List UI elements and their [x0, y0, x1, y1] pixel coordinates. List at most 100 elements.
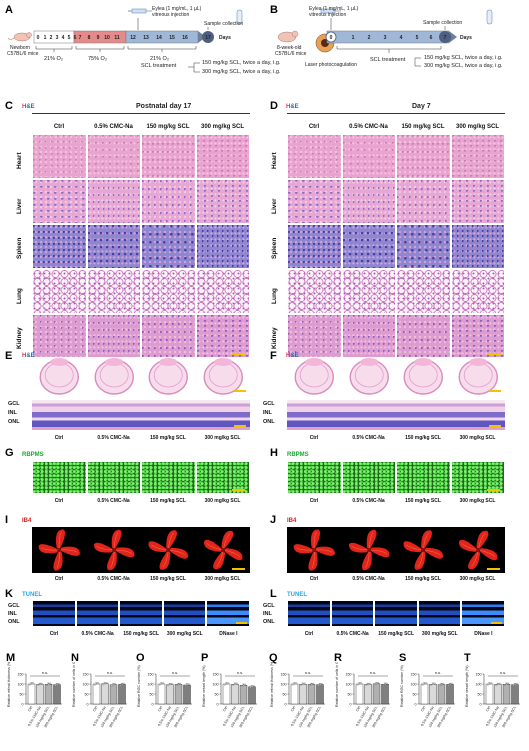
o2-label-a3: 21% O₂: [150, 56, 169, 62]
row-label-heart: Heart: [16, 151, 23, 169]
y-tick-label: 150: [18, 672, 24, 676]
scale-bar: [231, 489, 245, 491]
group-label: 300 mg/kg SCL: [421, 631, 458, 637]
dose1-b: 150 mg/kg SCL, twice a day, i.g.: [424, 55, 503, 61]
retina-layer-label: ONL: [8, 419, 20, 425]
retina-layer-label: ONL: [263, 619, 275, 625]
group-label: 150 mg/kg SCL: [150, 435, 186, 441]
he-image-lung: [195, 269, 250, 314]
y-tick-label: 50: [478, 692, 482, 696]
stain-label-i: IB4: [22, 518, 32, 524]
treatment-label-b: SCL treatment: [370, 57, 406, 63]
mouse-icon: [7, 32, 32, 42]
panel-label-c: C: [5, 100, 13, 112]
day-tick: 0: [37, 35, 40, 41]
day-tick: 6: [430, 35, 433, 41]
day-tick: 3: [56, 35, 59, 41]
y-axis-label: Relative number of cells in GCL (%): [72, 662, 76, 707]
flatmount-image: [141, 527, 196, 573]
row-label-liver: Liver: [16, 197, 23, 214]
scale-bar: [491, 622, 503, 624]
o2-label-a2: 75% O₂: [88, 56, 107, 62]
group-label: 0.5% CMC-Na: [352, 576, 385, 582]
bar: [420, 683, 429, 705]
bar: [290, 683, 299, 705]
he-image-liver: [396, 179, 451, 224]
day-tick: 17: [205, 35, 211, 41]
retina-layer-label: ONL: [8, 619, 20, 625]
day-tick: 7: [79, 35, 82, 41]
flatmount-image: [396, 527, 451, 573]
eyeball-image: [32, 357, 87, 397]
row-label-kidney: Kidney: [16, 326, 23, 349]
bar: [485, 683, 494, 705]
y-tick-label: 50: [413, 692, 417, 696]
x-tick-label: Ctrl: [485, 705, 491, 712]
bar: [166, 684, 174, 705]
y-axis-label: Relative retinal thickness (%): [270, 662, 274, 707]
y-tick-label: 0: [415, 702, 417, 706]
group-label: 300 mg/kg SCL: [459, 576, 496, 582]
bar-chart: 0 50 100 150 Relative number of cells in GCL…: [69, 650, 132, 746]
y-tick-label: 150: [148, 672, 154, 676]
rbpms-image: [287, 461, 342, 494]
day-tick: 5: [416, 35, 419, 41]
he-c-col-header: 0.5% CMC-Na: [94, 124, 133, 130]
he-c-col-header: 300 mg/kg SCL: [200, 124, 244, 130]
group-label: 0.5% CMC-Na: [97, 435, 130, 441]
ns-label: n.s.: [172, 670, 178, 675]
ns-label: n.s.: [370, 670, 376, 675]
dose2-a: 300 mg/kg SCL, twice a day, i.g.: [202, 69, 281, 75]
day-tick: 6: [74, 35, 77, 41]
sample-label-b: Sample collection: [423, 20, 462, 26]
chart-label-o: O: [136, 652, 145, 664]
tunel-image: [330, 600, 375, 627]
day-tick: 3: [384, 35, 387, 41]
day-tick: 12: [130, 35, 136, 41]
he-image-spleen: [32, 224, 87, 269]
y-axis-label: Relative RGC number (%): [137, 665, 141, 707]
flatmount-image: [195, 527, 250, 573]
days-word-a: Days: [219, 35, 231, 41]
tunel-image: [32, 600, 76, 627]
chart-label-m: M: [6, 652, 16, 664]
chart-label-q: Q: [269, 652, 278, 664]
ns-label: n.s.: [305, 670, 311, 675]
injection-label-a-1: Eylea (1 mg/mL, 1 µL): [152, 6, 202, 12]
ns-label: n.s.: [237, 670, 243, 675]
y-tick-label: 150: [346, 672, 352, 676]
bar: [231, 684, 239, 705]
eyeball-image: [86, 357, 141, 397]
laser-label: Laser photocoagulation: [305, 62, 357, 68]
he-d-col-header: Ctrl: [308, 124, 320, 130]
bar: [429, 684, 437, 705]
stain-label-g: RBPMS: [22, 452, 44, 458]
y-tick-label: 0: [22, 702, 24, 706]
y-tick-label: 100: [18, 682, 24, 686]
he-image-liver: [287, 179, 342, 224]
group-label: 150 mg/kg SCL: [405, 498, 441, 504]
group-label: 300 mg/kg SCL: [204, 498, 241, 504]
day-tick: 4: [400, 35, 403, 41]
he-image-liver: [32, 179, 87, 224]
stain-label-k: TUNEL: [22, 592, 42, 598]
y-tick-label: 150: [476, 672, 482, 676]
day-tick: 13: [143, 35, 149, 41]
timeline-b: 8-week-old C57BL/6 mice 0 1 2 3 4 5 6 7 Days Ey…: [275, 6, 493, 68]
panel-label-a: A: [5, 4, 13, 16]
eyeball-image: [287, 357, 342, 397]
injection-label-b-1: Eylea (1 mg/mL, 1 µL): [309, 6, 359, 12]
he-image-heart: [195, 134, 250, 179]
stain-label-d: H&E: [286, 104, 299, 110]
retina-layer-image: [341, 400, 396, 430]
x-tick-label: Ctrl: [420, 705, 426, 712]
eyeball-image: [396, 357, 451, 397]
y-tick-label: 100: [476, 682, 482, 686]
rbpms-image: [141, 461, 196, 494]
group-label: Ctrl: [49, 631, 59, 637]
he-image-heart: [341, 134, 396, 179]
he-image-heart: [396, 134, 451, 179]
he-image-kidney: [450, 314, 505, 359]
stain-label-h: RBPMS: [287, 452, 309, 458]
y-tick-label: 50: [20, 692, 24, 696]
